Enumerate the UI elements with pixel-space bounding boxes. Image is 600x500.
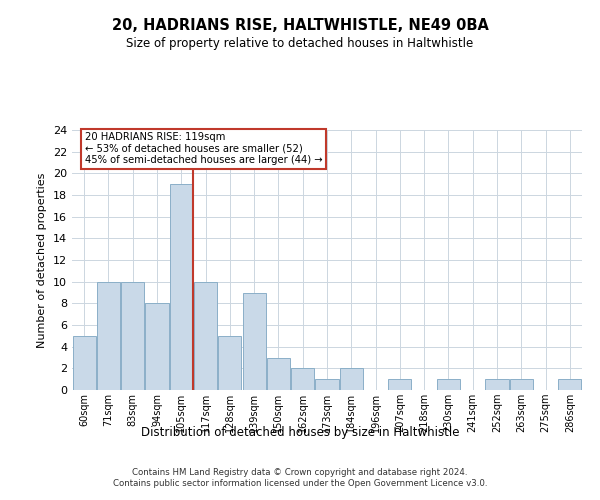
Bar bbox=[121, 282, 144, 390]
Text: Contains HM Land Registry data © Crown copyright and database right 2024.
Contai: Contains HM Land Registry data © Crown c… bbox=[113, 468, 487, 487]
Y-axis label: Number of detached properties: Number of detached properties bbox=[37, 172, 47, 348]
Bar bbox=[291, 368, 314, 390]
Bar bbox=[218, 336, 241, 390]
Bar bbox=[559, 379, 581, 390]
Bar bbox=[170, 184, 193, 390]
Text: Size of property relative to detached houses in Haltwhistle: Size of property relative to detached ho… bbox=[127, 38, 473, 51]
Bar bbox=[340, 368, 363, 390]
Text: 20, HADRIANS RISE, HALTWHISTLE, NE49 0BA: 20, HADRIANS RISE, HALTWHISTLE, NE49 0BA bbox=[112, 18, 488, 32]
Bar bbox=[73, 336, 95, 390]
Bar bbox=[194, 282, 217, 390]
Bar bbox=[316, 379, 338, 390]
Bar bbox=[510, 379, 533, 390]
Bar bbox=[388, 379, 412, 390]
Bar bbox=[485, 379, 509, 390]
Bar bbox=[437, 379, 460, 390]
Text: Distribution of detached houses by size in Haltwhistle: Distribution of detached houses by size … bbox=[141, 426, 459, 439]
Bar bbox=[267, 358, 290, 390]
Bar bbox=[242, 292, 266, 390]
Text: 20 HADRIANS RISE: 119sqm
← 53% of detached houses are smaller (52)
45% of semi-d: 20 HADRIANS RISE: 119sqm ← 53% of detach… bbox=[85, 132, 322, 166]
Bar bbox=[97, 282, 120, 390]
Bar bbox=[145, 304, 169, 390]
